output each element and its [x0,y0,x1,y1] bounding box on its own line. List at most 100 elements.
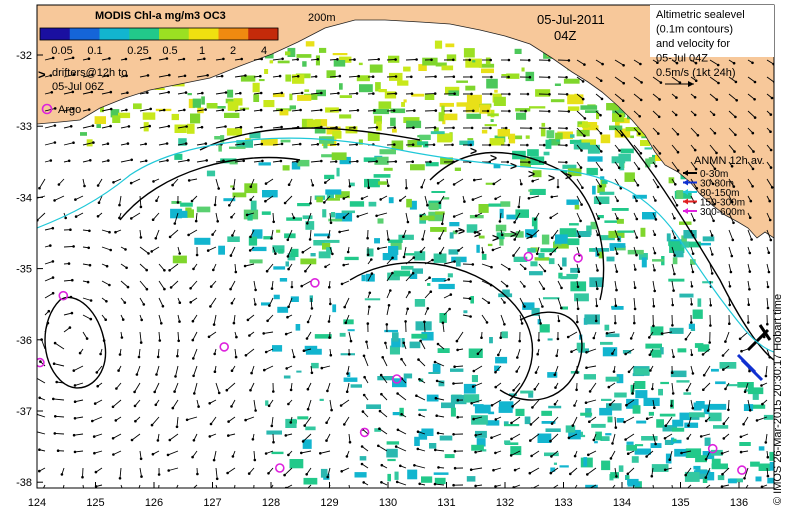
velocity-arrow-head [366,236,369,240]
velocity-arrow [379,410,388,418]
velocity-arrow-head [329,302,332,306]
chl-patch [487,113,499,117]
velocity-arrow [62,484,65,488]
chl-patch [584,314,600,325]
velocity-arrow-head [560,306,563,310]
velocity-arrow-head [339,404,343,407]
velocity-arrow [530,229,540,238]
velocity-arrow-head [412,126,415,129]
chl-patch [513,256,528,262]
velocity-arrow [63,91,73,95]
velocity-arrow-head [516,356,519,359]
chl-patch [297,416,309,420]
velocity-arrow [671,263,675,275]
velocity-arrow [724,331,730,342]
chl-patch [611,156,626,164]
velocity-arrow-head [196,472,199,476]
velocity-arrow [272,143,283,146]
y-tick-label: -33 [16,121,32,133]
velocity-arrow [614,127,623,136]
velocity-arrow-head [713,203,716,206]
chl-patch [669,327,684,334]
velocity-arrow-head [576,307,580,311]
velocity-arrow [44,107,56,112]
chl-patch [726,384,739,387]
velocity-arrow [671,127,679,135]
velocity-arrow [513,246,521,256]
chl-patch [689,412,705,418]
velocity-arrow [766,467,769,477]
drifter-marker: > [490,151,497,165]
chl-patch [668,241,680,246]
velocity-arrow-head [337,91,340,95]
velocity-arrow-head [599,185,602,188]
velocity-arrow [348,484,351,488]
chl-patch [616,374,624,384]
velocity-arrow [346,382,350,392]
chl-patch [369,64,383,73]
velocity-arrow-head [708,341,711,344]
velocity-arrow-head [635,236,639,239]
velocity-arrow-head [573,404,576,407]
chl-patch [626,475,630,480]
velocity-arrow [709,195,715,205]
velocity-arrow-head [254,409,257,412]
velocity-arrow [341,467,350,472]
velocity-arrow-head [472,369,476,373]
velocity-arrow [437,343,445,350]
velocity-arrow-head [303,491,306,494]
velocity-arrow-head [252,494,255,497]
velocity-arrow-head [366,253,370,257]
velocity-arrow-head [125,74,128,78]
velocity-arrow-head [163,269,166,272]
velocity-arrow-head [220,74,224,78]
velocity-arrow-head [72,141,75,144]
velocity-arrow-head [204,108,207,111]
velocity-arrow [422,229,426,240]
velocity-arrow-head [53,124,57,127]
velocity-arrow-head [394,445,398,448]
chl-patch [297,203,310,207]
velocity-arrow-head [629,337,633,340]
velocity-arrow-head [94,470,98,474]
velocity-arrow-head [156,439,160,442]
velocity-arrow-head [49,159,53,162]
velocity-arrow-head [402,255,406,259]
chl-patch [229,160,238,165]
velocity-arrow-head [229,254,233,257]
chl-patch [539,324,550,333]
velocity-arrow-head [600,168,603,172]
velocity-arrow [272,58,283,61]
chl-patch [247,213,253,221]
velocity-arrow [606,331,616,334]
velocity-arrow-head [660,332,664,335]
chl-patch [465,85,476,91]
velocity-arrow-head [640,81,643,84]
velocity-arrow-head [675,61,679,65]
velocity-arrow-head [302,349,306,353]
velocity-arrow [514,229,521,240]
chl-patch [630,135,634,139]
drifter-legend-line: 05-Jul 06Z [52,81,104,93]
velocity-arrow-head [286,238,290,242]
velocity-arrow-head [368,305,371,309]
velocity-arrow [306,212,312,224]
velocity-arrow-head [713,167,717,171]
credit-text: © IMOS 26-Mar-2015 20:30:17 Hobart time [772,293,784,505]
velocity-arrow [386,257,393,265]
velocity-arrow-head [549,471,553,475]
velocity-arrow-head [693,113,697,117]
chl-patch [375,82,381,92]
chl-patch [142,112,156,120]
velocity-arrow-head [371,75,375,78]
chl-patch [660,381,669,385]
argo-float [573,253,583,263]
velocity-arrow-head [97,201,101,204]
velocity-arrow [234,263,237,273]
chl-patch [361,274,366,282]
velocity-arrow-head [326,493,329,496]
velocity-arrow-head [67,159,71,163]
velocity-arrow-head [615,475,618,478]
anmn-legend-arrowhead [683,179,688,186]
